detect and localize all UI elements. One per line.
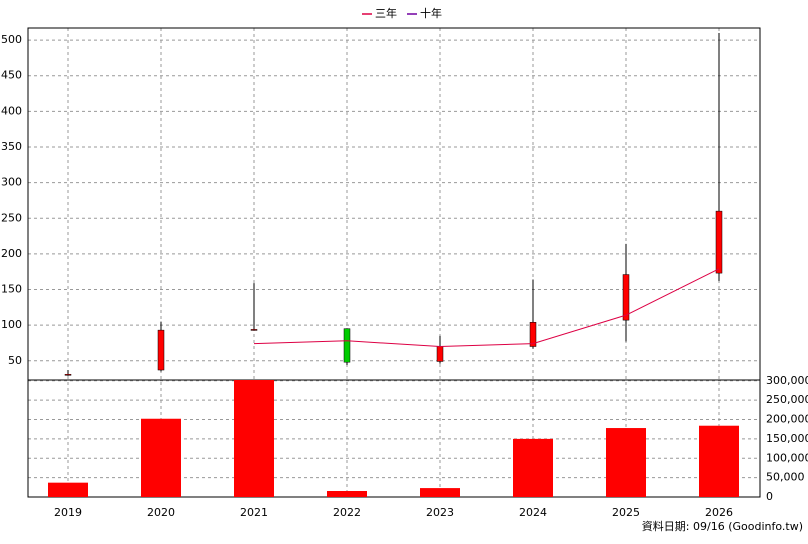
y2-tick-label: 50,000 (766, 471, 805, 484)
candle-body (622, 274, 630, 321)
y-tick-label: 150 (1, 283, 22, 296)
y2-tick-label: 100,000 (766, 451, 808, 464)
candle-body (343, 328, 351, 363)
legend-label: 三年 (375, 6, 397, 20)
legend-label: 十年 (420, 6, 442, 20)
volume-bar (513, 438, 553, 497)
volume-bar (606, 428, 646, 497)
x-tick-label: 2025 (612, 506, 640, 519)
x-tick-label: 2022 (333, 506, 361, 519)
candle-body (250, 329, 258, 331)
y-tick-label: 200 (1, 247, 22, 260)
y2-tick-label: 150,000 (766, 432, 808, 445)
y2-tick-label: 250,000 (766, 393, 808, 406)
x-tick-label: 2026 (705, 506, 733, 519)
volume-bar (420, 488, 460, 497)
y-tick-label: 50 (8, 354, 22, 367)
candle-body (715, 210, 723, 274)
volume-bar (48, 482, 88, 497)
volume-bar (141, 418, 181, 497)
x-tick-label: 2023 (426, 506, 454, 519)
y-tick-label: 100 (1, 318, 22, 331)
y2-tick-label: 300,000 (766, 374, 808, 387)
y-tick-label: 300 (1, 176, 22, 189)
source-note: 資料日期: 09/16 (Goodinfo.tw) (642, 519, 803, 533)
volume-bar (234, 380, 274, 497)
y-tick-label: 250 (1, 211, 22, 224)
y-tick-label: 350 (1, 140, 22, 153)
x-tick-label: 2024 (519, 506, 547, 519)
volume-bar (699, 425, 739, 497)
ma-line (253, 268, 720, 348)
plot-frame (27, 27, 761, 498)
x-tick-label: 2020 (147, 506, 175, 519)
x-tick-label: 2019 (54, 506, 82, 519)
x-tick-label: 2021 (240, 506, 268, 519)
candle-body (529, 322, 537, 347)
y2-tick-label: 200,000 (766, 413, 808, 426)
y-tick-label: 450 (1, 69, 22, 82)
y-tick-label: 500 (1, 33, 22, 46)
y2-tick-label: 0 (766, 490, 773, 503)
y-tick-label: 400 (1, 104, 22, 117)
candle-body (64, 374, 72, 376)
volume-bar (327, 490, 367, 497)
candle-body (436, 346, 444, 362)
candle-body (157, 329, 165, 371)
